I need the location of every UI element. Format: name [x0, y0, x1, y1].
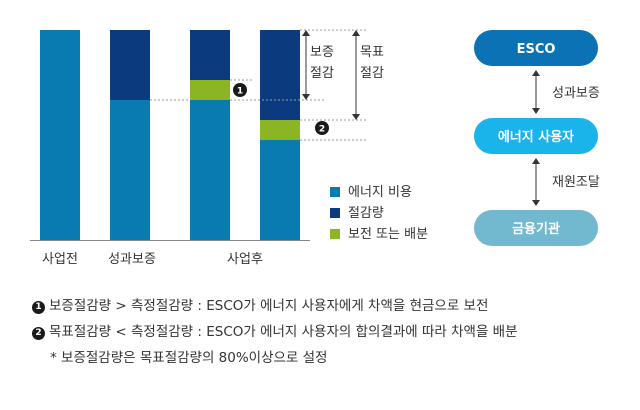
bar-guarantee-savings — [110, 30, 150, 100]
note-compensation: 1 보증절감량 > 측정절감량 : ESCO가 에너지 사용자에게 차액을 현금으… — [32, 293, 518, 319]
flow-arrow-top — [532, 70, 540, 114]
flow-user-node: 에너지 사용자 — [474, 118, 598, 154]
notes: 1 보증절감량 > 측정절감량 : ESCO가 에너지 사용자에게 차액을 현금으… — [32, 293, 518, 371]
bar-before-energy-cost — [40, 30, 80, 240]
bracket-target-label-line1: 목표 — [360, 45, 384, 60]
flow-esco-node: ESCO — [474, 30, 598, 66]
legend-swatch-savings — [330, 208, 340, 218]
bracket-guaranteed-savings: 보증 절감 — [302, 30, 334, 100]
bar-after2-savings — [260, 30, 300, 120]
legend: 에너지 비용 절감량 보전 또는 배분 — [330, 185, 428, 242]
flow-finance-label: 금융기관 — [512, 221, 560, 237]
bracket-target-savings: 목표 절감 — [352, 30, 384, 120]
bracket-guaranteed-label-line2: 절감 — [310, 66, 334, 81]
flow-finance-node: 금융기관 — [474, 210, 598, 246]
diagram-canvas: 보증 절감 목표 절감 1 2 에너지 비용 절감량 보전 또는 배분 — [30, 29, 600, 267]
legend-label-energy-cost: 에너지 비용 — [348, 185, 412, 200]
legend-label-distribution: 보전 또는 배분 — [348, 227, 428, 242]
bar-after1-savings — [190, 30, 230, 80]
bar-after1-compensation — [190, 80, 230, 100]
bar-label-after: 사업후 — [227, 252, 263, 267]
marker-two-label: 2 — [319, 125, 325, 135]
bar-after2-distribution — [260, 120, 300, 140]
bar-guarantee-energy-cost — [110, 100, 150, 240]
bar-label-before: 사업전 — [42, 252, 78, 267]
marker-one-label: 1 — [237, 87, 243, 97]
legend-label-savings: 절감량 — [348, 206, 384, 221]
flow-esco-label: ESCO — [517, 42, 556, 57]
note-footnote: * 보증절감량은 목표절감량의 80%이상으로 설정 — [50, 350, 328, 366]
bar-after1-energy-cost — [190, 100, 230, 240]
marker-two: 2 — [315, 121, 329, 135]
bar-after2-energy-cost — [260, 140, 300, 240]
note-compensation-text: 보증절감량 > 측정절감량 : ESCO가 에너지 사용자에게 차액을 현금으로… — [49, 298, 489, 314]
bar-label-guarantee: 성과보증 — [108, 252, 156, 267]
bracket-guaranteed-label-line1: 보증 — [310, 45, 334, 60]
flow-arrow-bottom — [532, 158, 540, 206]
note-distribution-text: 목표절감량 < 측정절감량 : ESCO가 에너지 사용자의 합의결과에 따라 … — [49, 324, 518, 340]
bracket-target-label-line2: 절감 — [360, 66, 384, 81]
flow-link-bottom-label: 재원조달 — [552, 175, 600, 190]
legend-swatch-distribution — [330, 229, 340, 239]
marker-one: 1 — [233, 83, 247, 97]
note-distribution: 2 목표절감량 < 측정절감량 : ESCO가 에너지 사용자의 합의결과에 따라… — [32, 319, 518, 345]
note-marker-one: 1 — [32, 301, 45, 314]
flow-link-top-label: 성과보증 — [552, 86, 600, 101]
legend-swatch-energy-cost — [330, 187, 340, 197]
note-marker-two: 2 — [32, 327, 45, 340]
flow-user-label: 에너지 사용자 — [498, 129, 574, 145]
